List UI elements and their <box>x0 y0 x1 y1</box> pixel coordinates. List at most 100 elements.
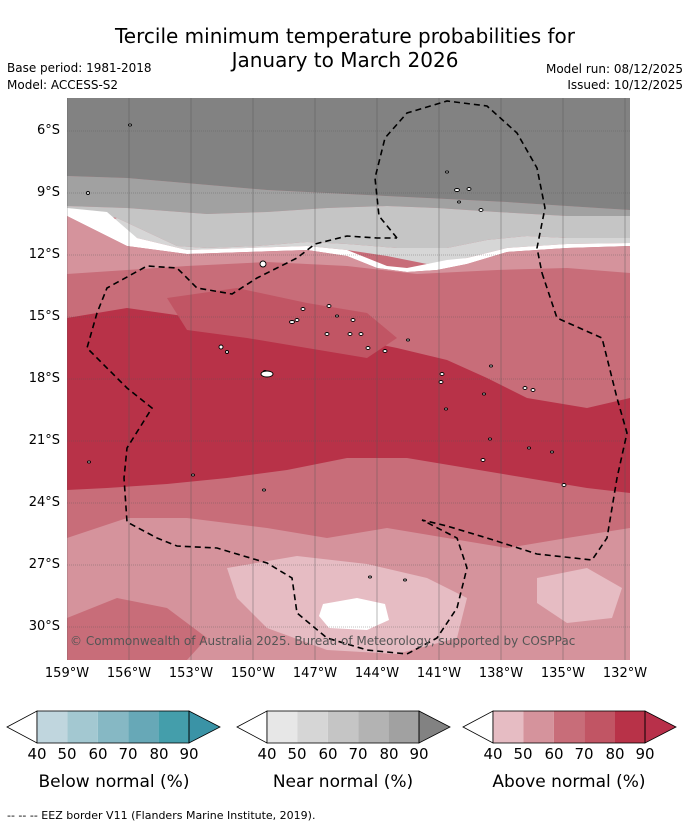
island <box>403 578 407 582</box>
colorbar-above-normal <box>462 710 677 744</box>
below-tick-80: 80 <box>149 745 169 763</box>
lon-label-147w: 147°W <box>292 666 338 681</box>
title-line-1: Tercile minimum temperature probabilitie… <box>114 24 576 48</box>
above-normal-70-patch <box>167 288 397 358</box>
below-tick-70: 70 <box>118 745 138 763</box>
above-normal-40-strip <box>67 216 630 274</box>
colorbar-below-40-50 <box>37 711 68 743</box>
colorbar-above-40-50 <box>493 711 524 743</box>
below-normal-title: Below normal (%) <box>38 772 190 792</box>
island <box>326 304 332 308</box>
colorbar-below-70-80 <box>128 711 159 743</box>
white-patch-south <box>319 598 389 630</box>
colorbar-near-normal <box>236 710 451 744</box>
island <box>482 392 486 396</box>
colorbar-near-80-90 <box>388 711 419 743</box>
colorbar-above-60-70 <box>553 711 585 743</box>
island <box>128 123 132 127</box>
model-name: Model: ACCESS-S2 <box>7 78 119 92</box>
island <box>191 473 195 477</box>
lon-label-138w: 138°W <box>478 666 524 681</box>
colorbar-near-extend-low <box>236 710 268 744</box>
island <box>530 388 536 392</box>
island <box>478 208 484 212</box>
above-normal-40-patch-east <box>537 568 622 623</box>
lon-label-153w: 153°W <box>168 666 214 681</box>
lon-label-150w: 150°W <box>230 666 276 681</box>
colorbar-near-extend-high <box>418 710 451 744</box>
white-boundary <box>67 208 630 272</box>
base-period: Base period: 1981-2018 <box>7 61 152 75</box>
graticule <box>67 98 630 660</box>
above-normal-80-region <box>67 308 630 493</box>
island <box>454 188 460 192</box>
island <box>444 407 448 411</box>
eez-marquesas <box>374 100 546 274</box>
lon-label-156w: 156°W <box>106 666 152 681</box>
island <box>406 338 410 342</box>
eez-borders <box>86 100 628 655</box>
below-tick-90: 90 <box>179 745 199 763</box>
colorbar-near-70-80 <box>358 711 389 743</box>
below-tick-60: 60 <box>88 745 108 763</box>
above-normal-title: Above normal (%) <box>492 772 646 792</box>
lat-label-18s: 18°S <box>28 371 60 386</box>
eez-french-polynesia <box>86 235 628 655</box>
island <box>550 450 554 454</box>
colorbar-near-60-70 <box>327 711 359 743</box>
near-tick-60: 60 <box>318 745 338 763</box>
above-tick-50: 50 <box>513 745 533 763</box>
lat-label-6s: 6°S <box>36 123 60 138</box>
colorbar-below-extend-low <box>6 710 38 744</box>
lon-label-132w: 132°W <box>602 666 648 681</box>
lat-label-12s: 12°S <box>28 247 60 262</box>
colorbar-above-extend-low <box>462 710 494 744</box>
colorbar-below-extend-high <box>188 710 221 744</box>
near-tick-40: 40 <box>257 745 277 763</box>
near-normal-90-region <box>67 98 630 210</box>
island <box>86 191 90 195</box>
colorbar-below-60-70 <box>97 711 129 743</box>
above-tick-60: 60 <box>544 745 564 763</box>
colorbar-near-40-50 <box>267 711 298 743</box>
island <box>457 200 461 204</box>
near-tick-70: 70 <box>348 745 368 763</box>
copyright-note: © Commonwealth of Australia 2025. Bureau… <box>70 634 576 648</box>
island <box>439 372 445 376</box>
near-normal-60-region <box>107 218 630 264</box>
island <box>262 488 266 492</box>
above-normal-70-patch-sw <box>67 598 207 660</box>
island <box>561 483 567 487</box>
lat-label-24s: 24°S <box>28 495 60 510</box>
islands <box>86 123 567 582</box>
island <box>260 370 274 378</box>
lon-label-135w: 135°W <box>540 666 586 681</box>
lon-label-141w: 141°W <box>416 666 462 681</box>
island <box>368 575 372 579</box>
island <box>488 437 492 441</box>
island <box>358 332 364 336</box>
colorbar-below-normal <box>6 710 221 744</box>
above-tick-90: 90 <box>635 745 655 763</box>
island <box>289 320 295 324</box>
island <box>218 344 224 350</box>
colorbar-above-70-80 <box>584 711 615 743</box>
island <box>294 318 300 322</box>
lon-label-144w: 144°W <box>354 666 400 681</box>
island <box>489 364 493 368</box>
island <box>480 458 486 462</box>
model-run: Model run: 08/12/2025 <box>545 62 683 76</box>
island <box>365 346 371 350</box>
above-tick-40: 40 <box>483 745 503 763</box>
colorbar-below-50-60 <box>67 711 98 743</box>
lat-label-21s: 21°S <box>28 433 60 448</box>
island <box>335 314 339 318</box>
colorbar-above-extend-high <box>644 710 677 744</box>
island <box>225 350 229 354</box>
near-normal-70-region <box>67 206 630 248</box>
island <box>438 380 444 384</box>
colorbar-below-80-90 <box>158 711 189 743</box>
lat-label-27s: 27°S <box>28 557 60 572</box>
above-tick-70: 70 <box>574 745 594 763</box>
lon-label-159w: 159°W <box>44 666 90 681</box>
